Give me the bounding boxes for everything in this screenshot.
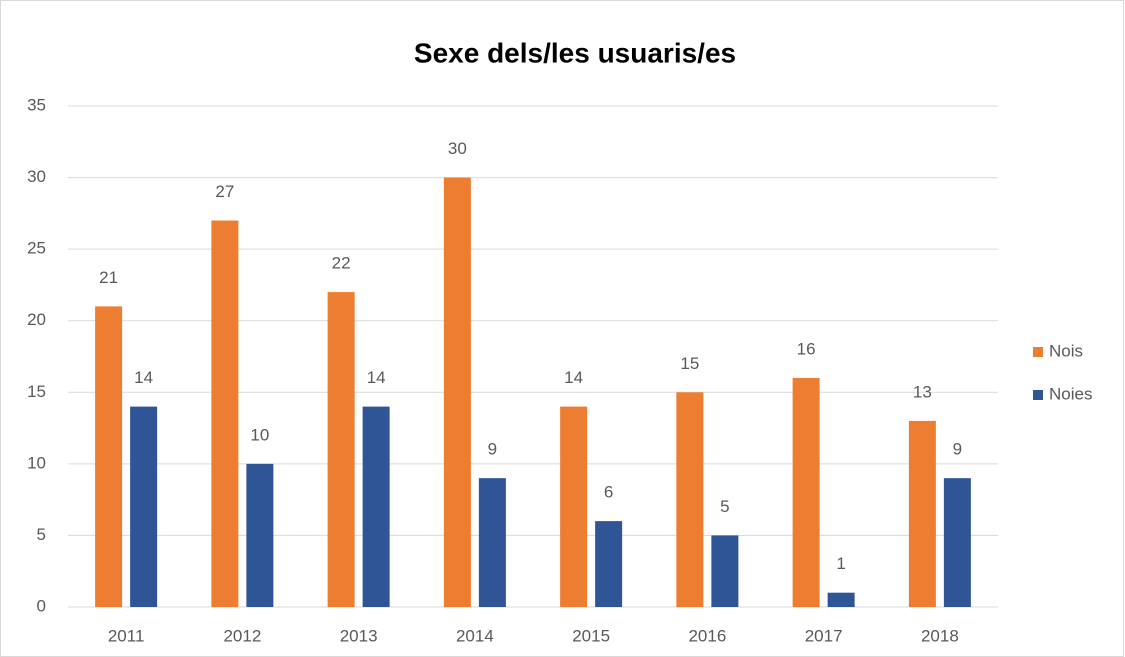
bar — [908, 420, 936, 607]
bar — [711, 535, 739, 607]
bar — [595, 521, 623, 607]
x-tick-label: 2016 — [688, 626, 726, 645]
data-label: 27 — [215, 182, 234, 201]
data-label: 14 — [367, 368, 386, 387]
bar — [560, 406, 588, 607]
data-label: 9 — [488, 440, 497, 459]
data-label: 1 — [836, 554, 845, 573]
y-tick-label: 10 — [27, 453, 46, 472]
legend-swatch — [1033, 347, 1043, 357]
bar — [327, 292, 355, 607]
data-label: 21 — [99, 268, 118, 287]
data-label: 22 — [332, 254, 351, 273]
y-tick-label: 15 — [27, 382, 46, 401]
legend-label: Noies — [1049, 384, 1092, 403]
x-tick-label: 2011 — [108, 626, 145, 645]
bar — [943, 478, 971, 607]
data-label: 5 — [720, 497, 729, 516]
data-label: 6 — [604, 483, 613, 502]
data-label: 9 — [953, 440, 962, 459]
x-tick-label: 2012 — [223, 626, 261, 645]
bar — [362, 406, 390, 607]
bar — [443, 177, 471, 608]
bar — [792, 377, 820, 607]
y-tick-label: 5 — [37, 525, 46, 544]
data-label: 15 — [680, 354, 699, 373]
x-tick-label: 2017 — [805, 626, 843, 645]
data-label: 10 — [250, 425, 269, 444]
y-tick-label: 35 — [27, 95, 46, 114]
bar — [211, 220, 239, 607]
legend-swatch — [1033, 390, 1043, 400]
data-label: 14 — [134, 368, 153, 387]
x-tick-label: 2015 — [572, 626, 610, 645]
bar — [130, 406, 158, 607]
data-label: 16 — [797, 339, 816, 358]
bar — [676, 392, 704, 607]
chart-title: Sexe dels/les usuaris/es — [414, 37, 736, 68]
y-tick-label: 20 — [27, 310, 46, 329]
bar — [95, 306, 123, 607]
data-label: 13 — [913, 382, 932, 401]
data-label: 30 — [448, 139, 467, 158]
data-label: 14 — [564, 368, 583, 387]
x-tick-label: 2013 — [340, 626, 378, 645]
bar — [478, 478, 506, 607]
y-tick-label: 25 — [27, 239, 46, 258]
bar — [827, 592, 855, 607]
bar — [246, 463, 274, 607]
y-tick-label: 30 — [27, 167, 46, 186]
x-tick-label: 2014 — [456, 626, 494, 645]
x-tick-label: 2018 — [921, 626, 959, 645]
legend-label: Nois — [1049, 341, 1083, 360]
y-tick-label: 0 — [37, 596, 46, 615]
